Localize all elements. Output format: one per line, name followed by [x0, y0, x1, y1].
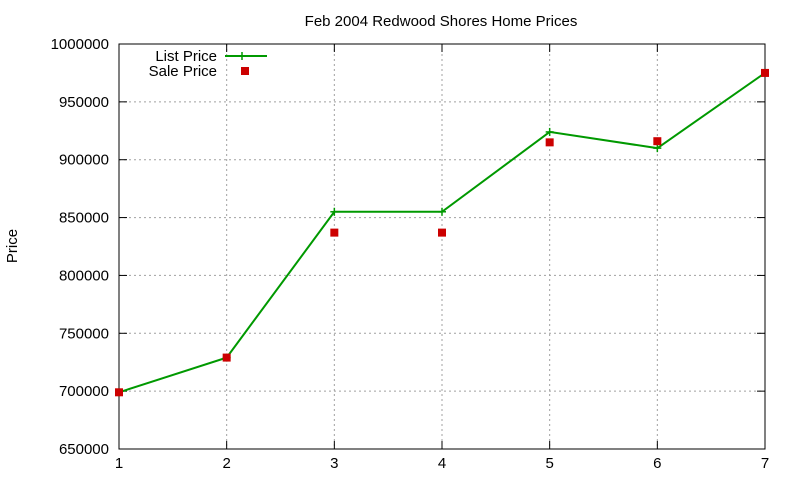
x-tick-label: 1 [115, 455, 123, 472]
list-price-point [330, 207, 339, 216]
y-tick-label: 1000000 [51, 36, 109, 53]
y-tick-label: 750000 [59, 325, 109, 342]
y-tick-label: 700000 [59, 383, 109, 400]
y-tick-label: 950000 [59, 94, 109, 111]
sale-price-point [438, 228, 446, 237]
legend-label-list-price: List Price [155, 48, 217, 65]
y-tick-label: 800000 [59, 267, 109, 284]
x-tick-label: 4 [438, 455, 446, 472]
sale-price-point [115, 388, 123, 397]
sale-price-point [545, 138, 554, 147]
x-tick-label: 7 [761, 455, 769, 472]
sale-price-point [330, 228, 339, 237]
y-tick-label: 900000 [59, 152, 109, 169]
x-axis-ticks: 1 2 3 4 5 6 7 [115, 44, 769, 472]
sale-price-point [653, 137, 662, 146]
x-tick-label: 5 [545, 455, 553, 472]
grid [119, 44, 765, 449]
legend: List Price Sale Price [149, 48, 267, 80]
series [115, 68, 769, 397]
y-tick-label: 650000 [59, 441, 109, 458]
list-price-point [438, 207, 446, 216]
list-price-point [653, 144, 662, 153]
x-tick-label: 6 [653, 455, 661, 472]
legend-label-sale-price: Sale Price [149, 63, 217, 80]
x-tick-label: 3 [330, 455, 338, 472]
legend-swatch-sale-price [241, 67, 249, 75]
sale-price-point [761, 68, 769, 77]
sale-price-point [222, 353, 231, 362]
chart-title: Feb 2004 Redwood Shores Home Prices [305, 13, 578, 30]
y-tick-label: 850000 [59, 210, 109, 227]
y-axis-ticks: 650000 700000 750000 800000 850000 900000 9500… [51, 36, 765, 458]
y-axis-label: Price [4, 229, 21, 263]
list-price-point [545, 127, 554, 136]
x-tick-label: 2 [222, 455, 230, 472]
